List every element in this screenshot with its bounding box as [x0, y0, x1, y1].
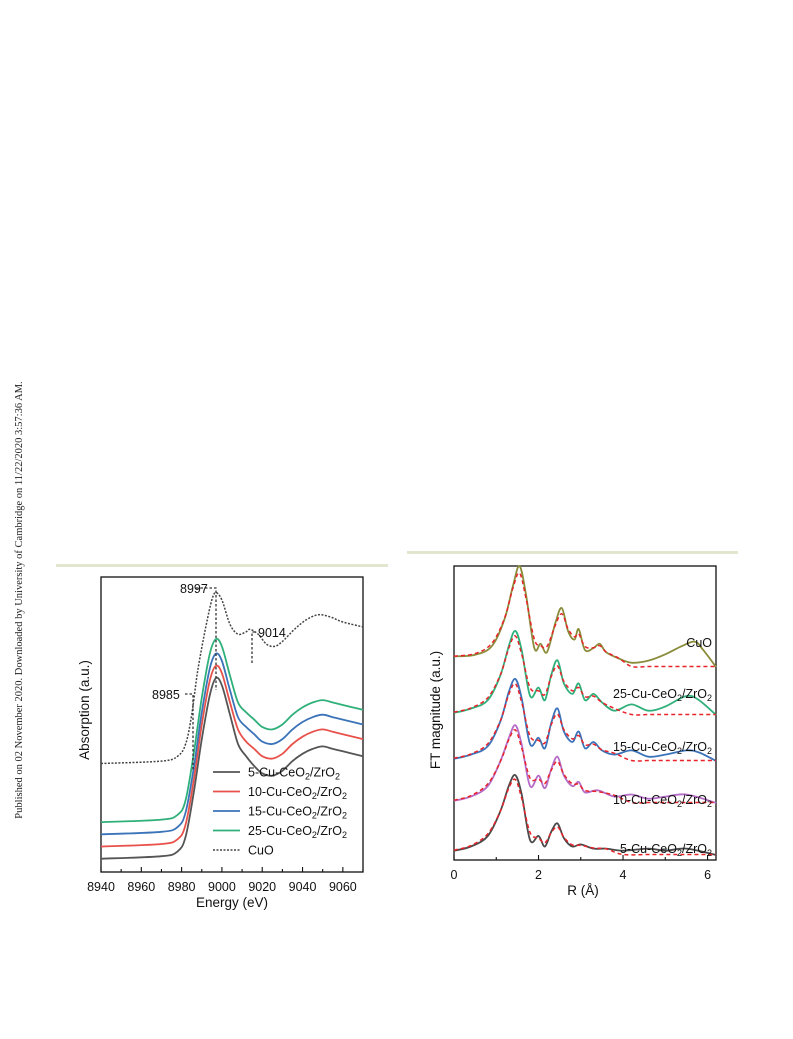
- exafs-line-25-cu-ceo2-zro2: [453, 630, 717, 716]
- xanes-line-10-cu-ceo2-zro2: [100, 664, 364, 848]
- divider-left: [56, 564, 388, 567]
- exafs-ticks-group: 0 2 4 6: [451, 855, 711, 882]
- xanes-legend: 5-Cu-CeO2​/ZrO2​ 10-Cu-CeO2​/ZrO2​ 15-Cu-C…: [213, 766, 347, 858]
- legend-label-5-cu-ceo2-zro2: 5-Cu-CeO2​/ZrO2​: [248, 766, 340, 782]
- exafs-line-15-cu-ceo2-zro2: [453, 678, 717, 762]
- exafs-x-tick-label: 6: [704, 868, 711, 882]
- xanes-x-tick-label: 9000: [208, 880, 236, 894]
- exafs-line-cuo: [453, 565, 717, 668]
- exafs-line-10-cu-ceo2-zro2: [453, 724, 717, 804]
- series-label-cuo: CuO: [686, 636, 712, 650]
- xanes-ticks-group: 8940 8960 8980 9000 9020 9040 9060: [87, 867, 364, 894]
- xanes-y-axis-label: Absorption (a.u.): [77, 660, 92, 760]
- xanes-x-tick-label: 9040: [289, 880, 317, 894]
- legend-label-cuo: CuO: [248, 844, 274, 858]
- exafs-fit-15-cu-ceo2-zro2: [453, 682, 716, 762]
- series-label-5-cu-ceo2-zro2: 5-Cu-CeO2​/ZrO2​: [620, 842, 712, 858]
- exafs-fit-10-cu-ceo2-zro2: [453, 728, 716, 804]
- annotation-9014-marker: [251, 631, 256, 663]
- annotation-9014: 9014: [258, 626, 286, 640]
- exafs-x-axis-label: R (Å): [567, 883, 599, 898]
- exafs-x-tick-label: 2: [535, 868, 542, 882]
- xanes-x-tick-label: 9060: [329, 880, 357, 894]
- exafs-y-axis-label: FT magnitude (a.u.): [428, 651, 443, 769]
- xanes-chart: 8940 8960 8980 9000 9020 9040 9060 8997 9014 8…: [77, 576, 364, 910]
- xanes-line-25-cu-ceo2-zro2: [100, 637, 364, 823]
- legend-label-10-cu-ceo2-zro2: 10-Cu-CeO2​/ZrO2​: [248, 785, 347, 801]
- xanes-x-tick-label: 8980: [168, 880, 196, 894]
- xanes-x-axis-label: Energy (eV): [196, 895, 268, 910]
- xanes-x-tick-label: 8960: [127, 880, 155, 894]
- annotation-8997: 8997: [180, 582, 208, 596]
- legend-label-15-cu-ceo2-zro2: 15-Cu-CeO2​/ZrO2​: [248, 805, 347, 821]
- exafs-fit-cuo: [453, 572, 716, 668]
- xanes-line-15-cu-ceo2-zro2: [100, 652, 364, 836]
- xanes-line-5-cu-ceo2-zro2: [100, 676, 364, 860]
- exafs-fit-5-cu-ceo2-zro2: [453, 778, 716, 856]
- series-label-15-cu-ceo2-zro2: 15-Cu-CeO2​/ZrO2​: [613, 740, 712, 756]
- divider-right: [407, 551, 738, 554]
- series-label-25-cu-ceo2-zro2: 25-Cu-CeO2​/ZrO2​: [613, 687, 712, 703]
- annotation-8997-marker: [196, 587, 217, 690]
- exafs-series-labels: CuO 25-Cu-CeO2​/ZrO2​ 15-Cu-CeO2​/ZrO2​ 10-…: [613, 636, 712, 858]
- exafs-series-group: [453, 565, 717, 856]
- exafs-x-tick-label: 0: [451, 868, 458, 882]
- exafs-fit-25-cu-ceo2-zro2: [453, 635, 716, 716]
- series-label-10-cu-ceo2-zro2: 10-Cu-CeO2​/ZrO2​: [613, 793, 712, 809]
- legend-label-25-cu-ceo2-zro2: 25-Cu-CeO2​/ZrO2​: [248, 824, 347, 840]
- exafs-chart: 0 2 4 6 CuO 25-Cu-CeO2​/ZrO2​ 15-Cu-CeO2​/ZrO…: [428, 565, 717, 898]
- exafs-x-tick-label: 4: [620, 868, 627, 882]
- xanes-line-cuo: [100, 591, 364, 765]
- xanes-x-tick-label: 9020: [248, 880, 276, 894]
- annotation-8985-marker: [185, 693, 194, 770]
- annotation-8985: 8985: [152, 688, 180, 702]
- exafs-plot-frame: [453, 565, 717, 861]
- xanes-series-group: [100, 591, 364, 860]
- xanes-x-tick-label: 8940: [87, 880, 115, 894]
